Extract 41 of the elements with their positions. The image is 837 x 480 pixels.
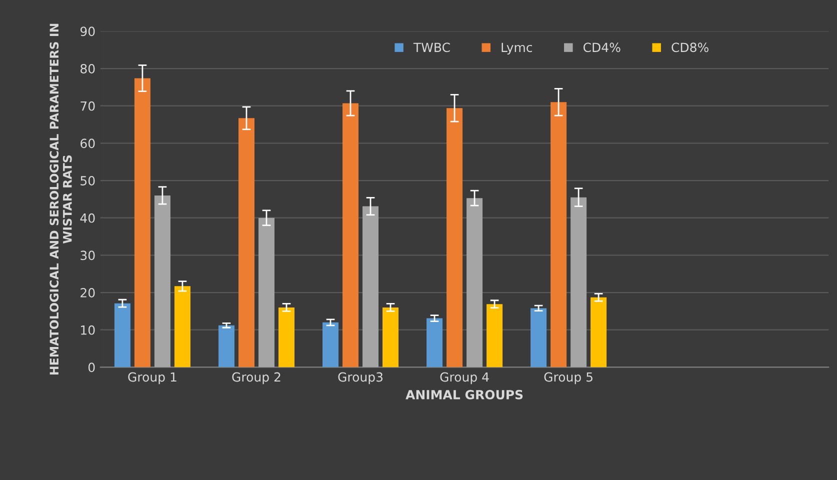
y-tick-label: 30 bbox=[80, 250, 95, 260]
bar bbox=[218, 325, 234, 368]
bar bbox=[342, 103, 359, 368]
y-tick-label: 80 bbox=[80, 64, 95, 74]
bar bbox=[278, 307, 294, 368]
legend-label: Lymc bbox=[502, 42, 532, 55]
x-tick-label: Group 2 bbox=[232, 372, 280, 384]
legend-label: CD8% bbox=[672, 42, 708, 52]
bar bbox=[426, 318, 443, 368]
x-tick-label: Group 4 bbox=[440, 372, 489, 384]
y-tick-label: 10 bbox=[81, 325, 95, 335]
bar bbox=[590, 297, 607, 368]
y-tick-label: 50 bbox=[80, 176, 95, 186]
bar bbox=[486, 304, 503, 368]
y-tick-label: 0 bbox=[88, 362, 95, 372]
bar bbox=[322, 322, 338, 368]
bar bbox=[134, 78, 150, 368]
legend-label: CD4% bbox=[583, 42, 620, 52]
y-tick-label: 40 bbox=[80, 213, 95, 223]
y-axis-title: HEMATOLOGICAL AND SEROLOGICAL PARAMETERS IN WISTAR RATS bbox=[50, 24, 72, 374]
x-tick-label: Group 1 bbox=[128, 372, 176, 384]
y-tick-label: 60 bbox=[80, 138, 95, 148]
bar bbox=[362, 206, 379, 368]
x-tick-label: Group3 bbox=[338, 372, 383, 384]
bar bbox=[258, 218, 274, 368]
bar bbox=[382, 307, 399, 368]
bar bbox=[570, 197, 587, 368]
x-axis-title: ANIMAL GROUPS bbox=[406, 390, 523, 400]
bar bbox=[466, 198, 483, 368]
bar bbox=[174, 286, 190, 368]
y-tick-label: 70 bbox=[80, 101, 95, 111]
legend-label: TWBC bbox=[413, 42, 450, 52]
y-tick-label: 20 bbox=[80, 288, 95, 298]
bar bbox=[550, 102, 567, 368]
x-tick-label: Group 5 bbox=[544, 372, 592, 384]
bar bbox=[238, 118, 254, 368]
bar bbox=[530, 308, 547, 368]
y-tick-label: 90 bbox=[80, 26, 95, 36]
bar bbox=[154, 195, 170, 368]
bar bbox=[114, 303, 130, 368]
bar bbox=[446, 108, 463, 368]
